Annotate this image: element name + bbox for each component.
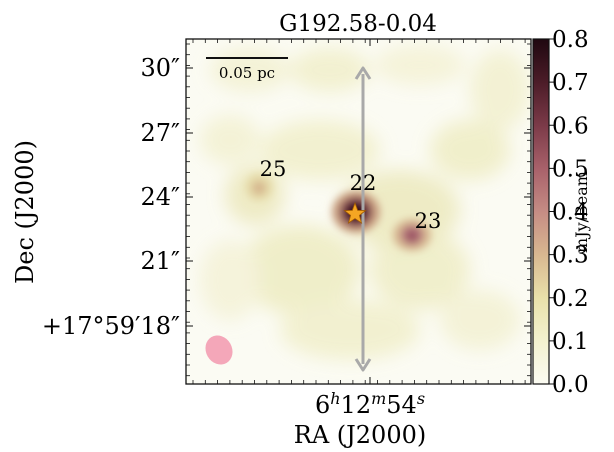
colorbar-tick-label: 0.4 bbox=[552, 200, 589, 226]
map-frame bbox=[185, 38, 532, 385]
slice-arrow bbox=[354, 66, 372, 372]
y-tick-label: 27″ bbox=[140, 119, 180, 147]
colorbar-ticks: 0.0 0.1 0.2 0.3 0.4 0.5 0.6 0.7 0.8 bbox=[549, 27, 589, 398]
axis-ticks bbox=[186, 39, 531, 384]
colorbar-tick-label: 0.3 bbox=[552, 243, 589, 269]
colorbar-tick-label: 0.5 bbox=[552, 156, 589, 182]
colorbar-label: mJy/Beam bbox=[572, 171, 591, 253]
y-tick-label: 21″ bbox=[140, 247, 180, 275]
y-axis-label: Dec (J2000) bbox=[11, 140, 39, 284]
scale-bar-label: 0.05 pc bbox=[219, 64, 275, 82]
beam-ellipse bbox=[205, 335, 233, 365]
colorbar bbox=[532, 38, 550, 385]
y-tick-label: +17°59′18″ bbox=[42, 312, 180, 340]
colorbar-tick-label: 0.7 bbox=[552, 70, 589, 96]
source-label: 25 bbox=[260, 157, 287, 181]
colorbar-tick-label: 0.6 bbox=[552, 113, 589, 139]
y-tick-labels: 30″ 27″ 24″ 21″ +17°59′18″ bbox=[42, 54, 180, 340]
colorbar-tick-label: 0.1 bbox=[552, 329, 589, 355]
source-label: 22 bbox=[350, 171, 377, 195]
chart-title: G192.58-0.04 bbox=[279, 11, 437, 37]
colorbar-tick-label: 0.8 bbox=[552, 27, 589, 53]
y-tick-label: 30″ bbox=[140, 54, 180, 82]
star-marker bbox=[343, 201, 367, 224]
x-tick-label: 6h12m54s bbox=[315, 389, 425, 419]
colorbar-tick-label: 0.2 bbox=[552, 286, 589, 312]
x-axis-label: RA (J2000) bbox=[294, 421, 426, 449]
intensity-map bbox=[186, 39, 531, 384]
y-tick-label: 24″ bbox=[140, 183, 180, 211]
scale-bar: 0.05 pc bbox=[206, 57, 288, 82]
source-label: 23 bbox=[415, 209, 442, 233]
colorbar-tick-label: 0.0 bbox=[552, 372, 589, 398]
